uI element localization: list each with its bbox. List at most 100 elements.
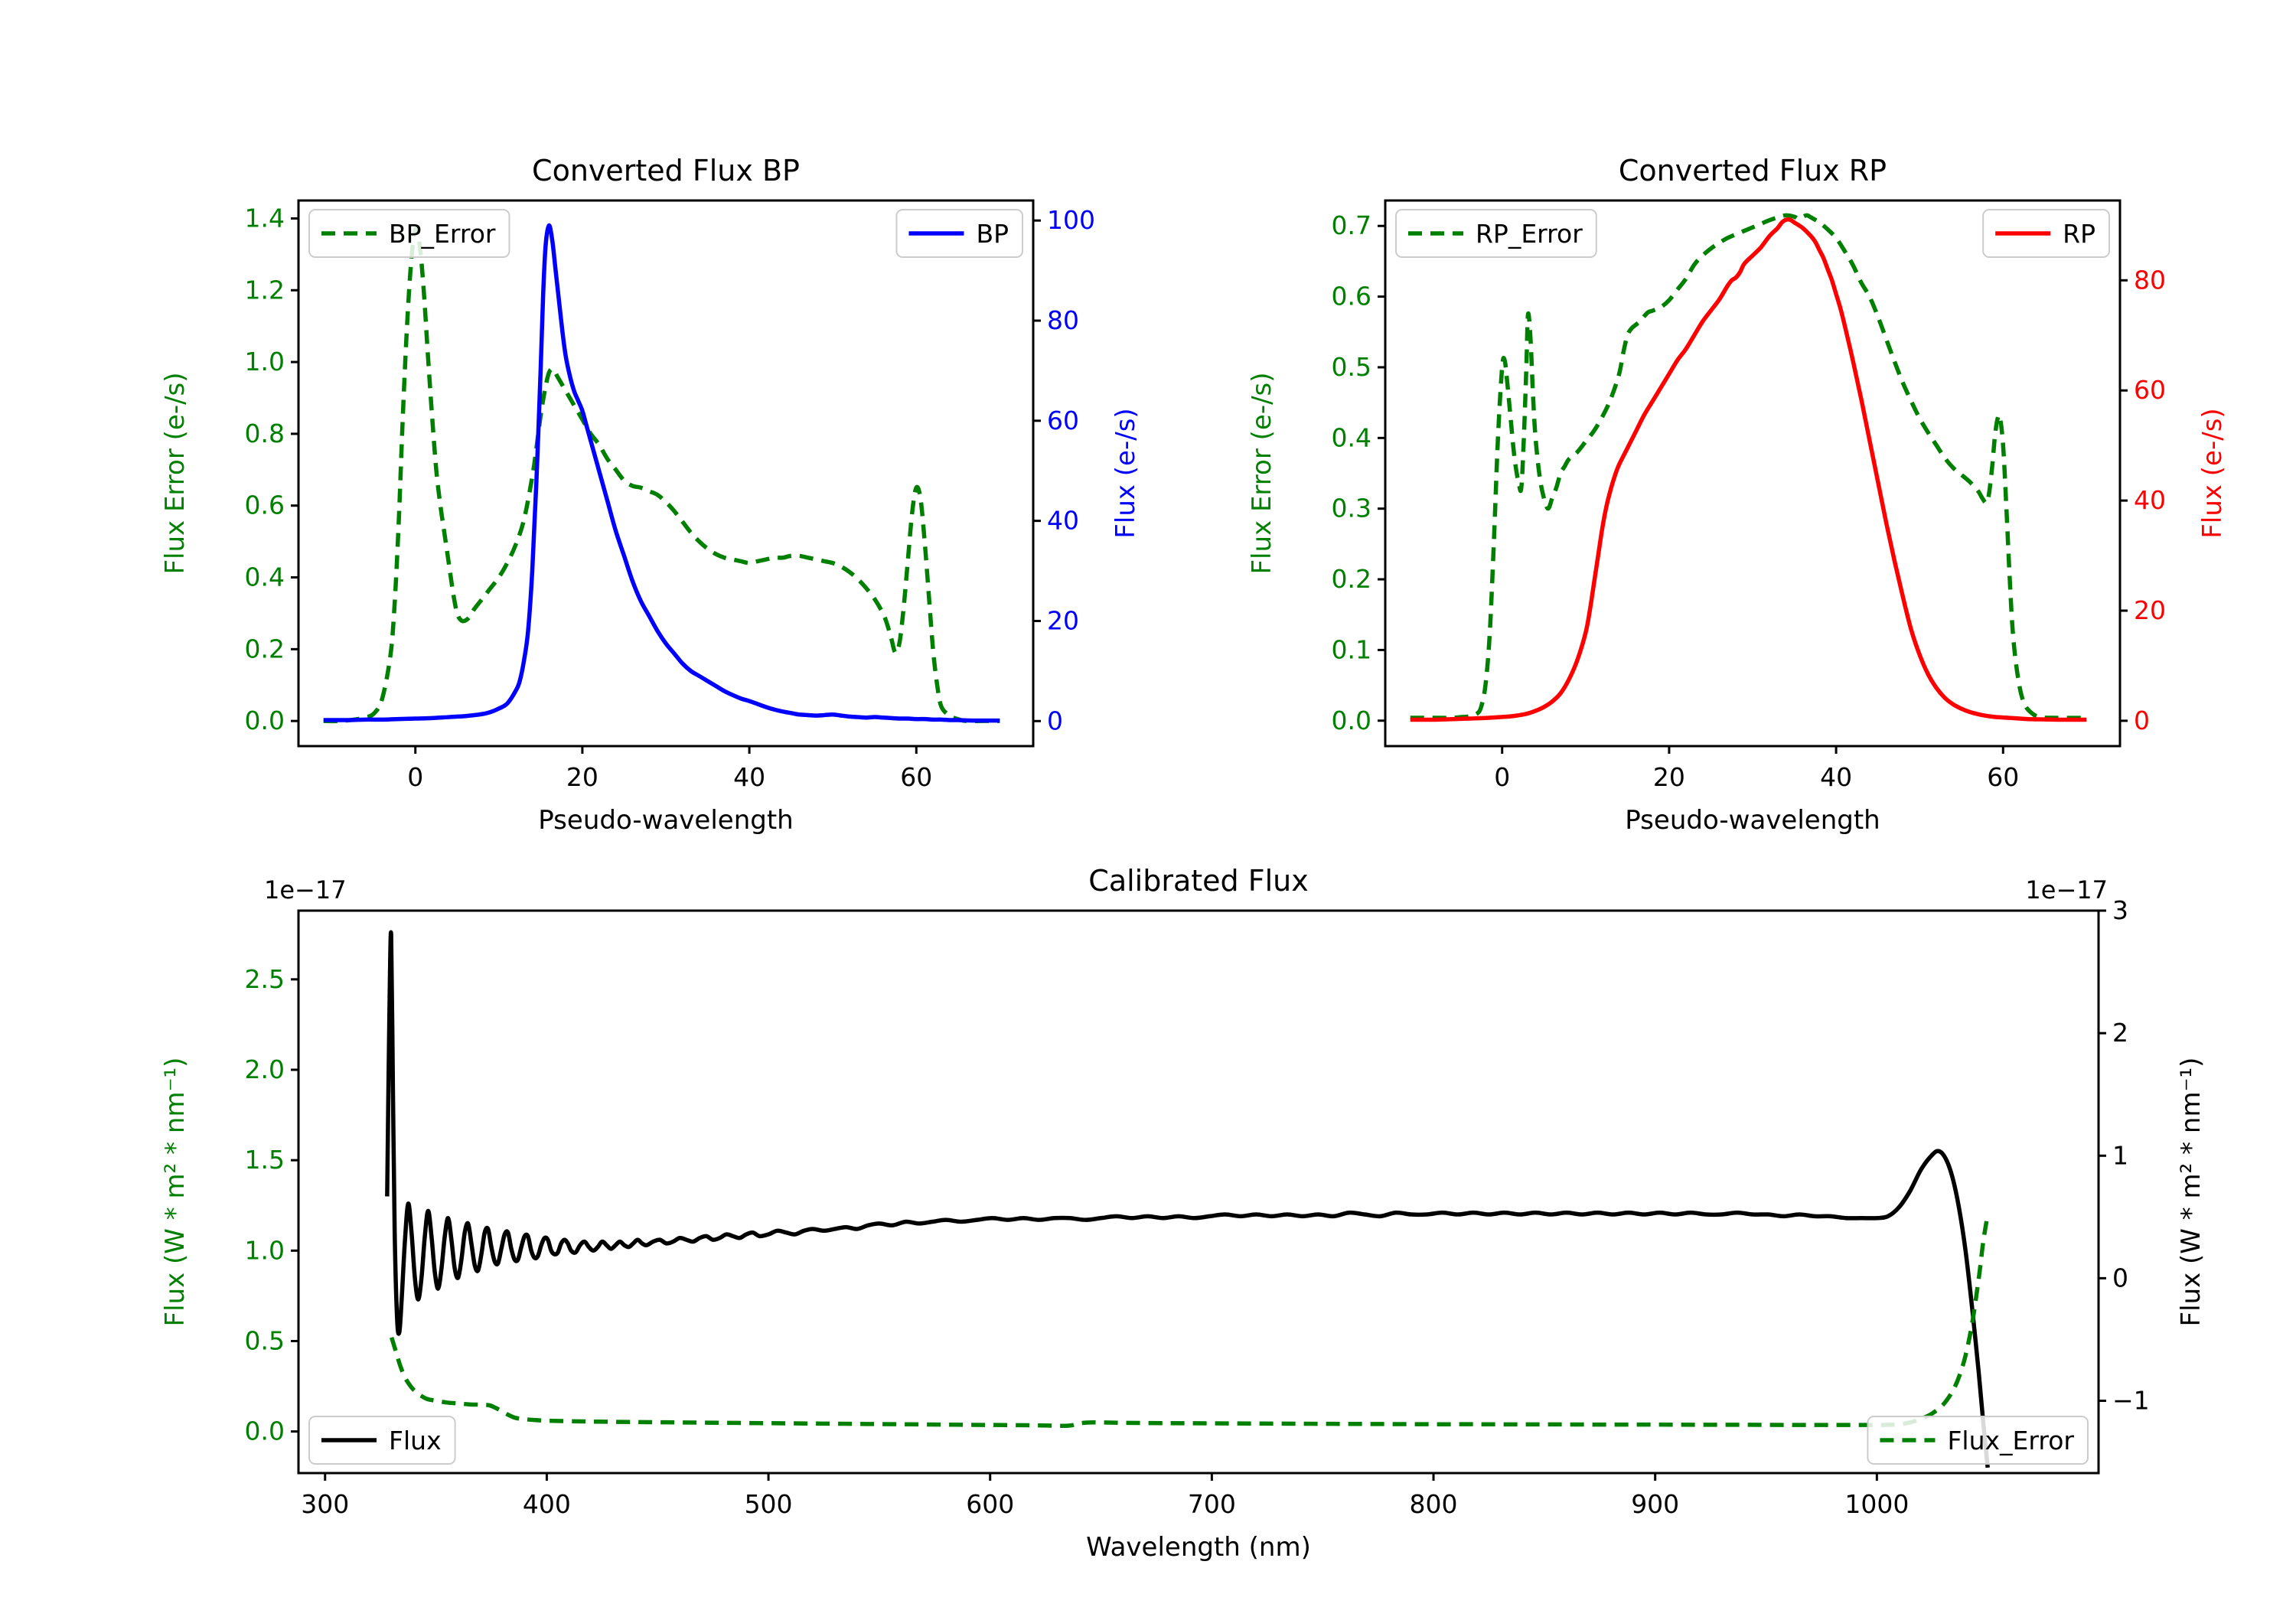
series-Flux: [385, 930, 1990, 1468]
left-tick-label: 0.2: [245, 634, 285, 663]
x-tick-label: 600: [966, 1489, 1014, 1519]
right-tick-label: 80: [1047, 305, 1079, 335]
legend-box: [1867, 1416, 2089, 1465]
cal-chart: 300 400 500 600 700 800 900 1000 0.0 0.5 1.0 1.5 2.0…: [160, 864, 2206, 1563]
x-tick-label: 300: [301, 1489, 349, 1519]
legend-Flux: Flux: [308, 1416, 456, 1465]
right-y-axis-label: Flux (e-/s): [2197, 408, 2228, 538]
left-tick-label: 0.0: [245, 1416, 285, 1446]
left-tick-label: 0.2: [1332, 564, 1371, 594]
left-y-ticks: 0.0 0.1 0.2 0.3 0.4 0.5 0.6 0.7: [1332, 210, 1385, 735]
right-tick-label: 0: [2134, 706, 2150, 735]
left-y-ticks: 0.0 0.5 1.0 1.5 2.0 2.5: [245, 964, 298, 1446]
right-tick-label: 100: [1047, 205, 1095, 235]
right-tick-label: 20: [2134, 595, 2166, 625]
legend-BP_Error: BP_Error: [308, 209, 510, 258]
legend-label: RP_Error: [1476, 219, 1583, 249]
legend-box: [1395, 209, 1597, 258]
legend-label: Flux: [389, 1426, 442, 1455]
legend-label: Flux_Error: [1947, 1426, 2074, 1455]
left-tick-label: 0.1: [1332, 634, 1371, 664]
x-tick-label: 20: [1653, 762, 1685, 792]
series-Flux_Error: [390, 1214, 1990, 1428]
right-tick-label: 20: [1047, 605, 1079, 635]
right-tick-label: −1: [2112, 1386, 2150, 1416]
right-y-ticks: 0 20 40 60 80 100: [1033, 205, 1095, 735]
right-y-axis-label: Flux (e-/s): [1110, 408, 1141, 538]
axes-spines: [1384, 199, 2122, 748]
legend-box: [308, 1416, 456, 1465]
x-ticks: 300 400 500 600 700 800 900 1000: [301, 1473, 1909, 1519]
legend-box: [308, 209, 510, 258]
legend-label: BP: [976, 219, 1009, 249]
x-tick-label: 700: [1188, 1489, 1236, 1519]
series-BP: [323, 223, 1000, 723]
legend-label: RP: [2063, 219, 2095, 249]
x-tick-label: 1000: [1844, 1489, 1909, 1519]
left-tick-label: 1.2: [245, 275, 285, 305]
left-tick-label: 2.5: [245, 964, 285, 994]
left-tick-label: 0.6: [245, 491, 285, 520]
x-ticks: 0 20 40 60: [1494, 746, 2019, 792]
left-tick-label: 0.5: [245, 1325, 285, 1355]
left-tick-label: 0.0: [245, 706, 285, 735]
x-tick-label: 0: [407, 762, 423, 792]
x-tick-label: 60: [1987, 762, 2019, 792]
x-axis-label: Wavelength (nm): [1086, 1532, 1311, 1563]
left-tick-label: 0.4: [1332, 422, 1371, 452]
chart-title: Converted Flux RP: [1619, 154, 1887, 187]
x-tick-label: 0: [1494, 762, 1510, 792]
left-tick-label: 0.6: [1332, 282, 1371, 311]
left-y-axis-label: Flux (W * m² * nm⁻¹): [160, 1058, 191, 1327]
series-RP_Error: [1410, 213, 2087, 720]
x-tick-label: 800: [1410, 1489, 1458, 1519]
right-tick-label: 60: [1047, 406, 1079, 435]
chart-title: Calibrated Flux: [1088, 864, 1308, 898]
bp-chart: 0 20 40 60 0.0 0.2 0.4 0.6 0.8 1.0 1.2 1.4 0 20 40 60 80…: [160, 154, 1141, 836]
left-tick-label: 2.0: [245, 1054, 285, 1084]
right-offset-text: 1e−17: [2025, 875, 2108, 905]
right-y-ticks: 0 20 40 60 80: [2120, 265, 2166, 735]
series-BP_Error: [323, 226, 1000, 724]
right-y-axis-label: Flux (W * m² * nm⁻¹): [2176, 1058, 2206, 1327]
left-tick-label: 0.4: [245, 562, 285, 592]
x-ticks: 0 20 40 60: [407, 746, 932, 792]
x-tick-label: 20: [566, 762, 598, 792]
legend-Flux_Error: Flux_Error: [1867, 1416, 2089, 1465]
x-axis-label: Pseudo-wavelength: [1625, 805, 1880, 836]
legend-label: BP_Error: [389, 219, 496, 249]
left-tick-label: 0.8: [245, 419, 285, 448]
right-tick-label: 80: [2134, 265, 2166, 295]
x-tick-label: 40: [733, 762, 765, 792]
left-tick-label: 1.4: [245, 203, 285, 233]
x-tick-label: 500: [745, 1489, 793, 1519]
right-tick-label: 0: [1047, 706, 1063, 735]
axes-spines: [297, 909, 2100, 1475]
right-tick-label: 40: [2134, 485, 2166, 515]
rp-chart: 0 20 40 60 0.0 0.1 0.2 0.3 0.4 0.5 0.6 0.7 0 20 40 60 80…: [1247, 154, 2228, 836]
axes-spines: [297, 199, 1035, 748]
series-RP: [1410, 217, 2087, 722]
right-tick-label: 40: [1047, 506, 1079, 536]
x-tick-label: 400: [523, 1489, 571, 1519]
left-tick-label: 1.0: [245, 347, 285, 376]
left-y-axis-label: Flux Error (e-/s): [1247, 372, 1277, 574]
left-tick-label: 0.3: [1332, 494, 1371, 523]
legend-RP: RP: [1982, 209, 2110, 258]
left-tick-label: 0.0: [1332, 706, 1371, 735]
left-y-axis-label: Flux Error (e-/s): [160, 372, 191, 574]
left-tick-label: 1.5: [245, 1145, 285, 1175]
right-tick-label: 3: [2112, 895, 2128, 925]
right-tick-label: 0: [2112, 1263, 2128, 1292]
legend-RP_Error: RP_Error: [1395, 209, 1597, 258]
x-axis-label: Pseudo-wavelength: [538, 805, 793, 836]
legend-BP: BP: [895, 209, 1023, 258]
right-tick-label: 1: [2112, 1140, 2128, 1170]
right-tick-label: 60: [2134, 375, 2166, 405]
left-tick-label: 0.7: [1332, 210, 1371, 240]
chart-title: Converted Flux BP: [532, 154, 800, 187]
right-y-ticks: −1 0 1 2 3: [2099, 895, 2150, 1416]
